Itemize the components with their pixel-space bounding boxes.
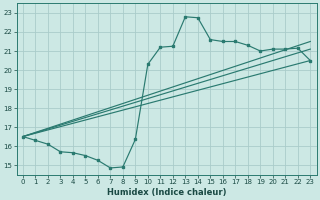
- X-axis label: Humidex (Indice chaleur): Humidex (Indice chaleur): [107, 188, 226, 197]
